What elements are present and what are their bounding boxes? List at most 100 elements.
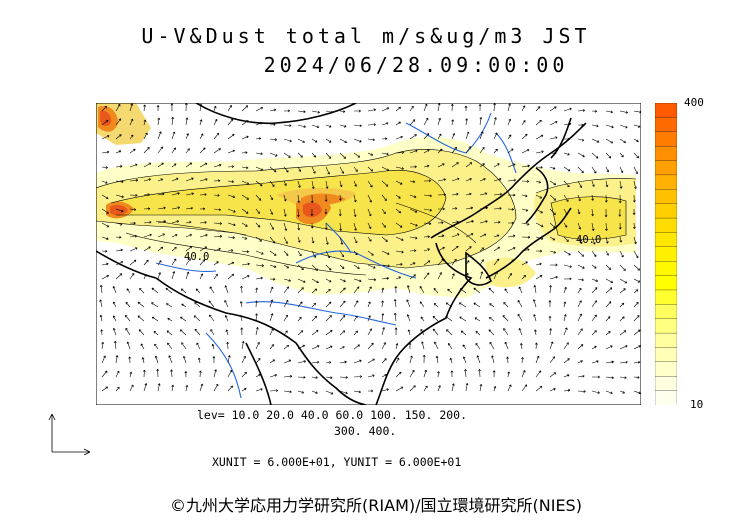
wind-arrow [227,105,232,112]
wind-arrow [157,260,162,266]
colorbar-step [655,131,677,147]
wind-arrow [423,208,432,212]
wind-arrow [381,358,387,364]
wind-arrow [395,135,403,140]
wind-arrow [465,192,472,196]
wind-arrow [112,327,117,336]
wind-arrow [591,345,597,350]
wind-arrow [325,138,332,143]
wind-arrow [492,370,496,378]
colorbar-step [655,361,677,377]
wind-arrow [129,134,134,140]
wind-arrow [255,137,262,140]
wind-arrow [549,151,557,155]
wind-arrow [367,328,372,336]
wind-arrow [409,262,416,266]
wind-arrow [549,285,552,294]
wind-arrow [591,390,600,394]
wind-arrow [395,371,402,378]
wind-arrow [381,208,386,215]
wind-arrow [438,207,445,211]
wind-arrow [518,286,523,294]
wind-arrow [465,260,470,266]
wind-arrow [633,264,640,271]
wind-arrow [591,330,597,336]
wind-arrow [115,355,119,364]
wind-arrow [479,192,488,196]
wind-arrow [325,152,332,159]
wind-arrow [577,300,582,308]
wind-arrow [433,288,439,294]
wind-arrow [591,250,597,257]
wind-arrow [255,107,264,112]
wind-arrow [199,178,208,182]
wind-arrow [213,273,218,280]
wind-arrow [255,208,260,214]
wind-arrow [535,370,542,378]
wind-arrow [409,222,418,227]
wind-arrow [180,316,187,322]
wind-arrow [619,390,625,394]
wind-vectors [99,103,641,395]
wind-arrow [255,250,264,255]
wind-arrow [227,236,235,239]
wind-arrow [633,166,638,175]
wind-arrow [489,303,495,308]
wind-arrow [125,301,131,308]
wind-arrow [535,275,543,280]
wind-arrow [577,123,584,127]
wind-arrow [491,355,495,364]
wind-arrow [185,271,190,280]
wind-arrow [507,207,515,211]
wind-arrow [283,180,287,186]
wind-arrow [325,301,332,308]
wind-arrow [353,315,358,322]
wind-arrow [437,193,446,197]
wind-arrow [508,221,514,225]
wind-arrow [395,166,404,170]
wind-arrow [101,166,108,169]
wind-arrow [549,341,554,350]
wind-arrow [394,327,398,336]
wind-arrow [633,138,639,142]
wind-arrow [339,166,344,174]
wind-arrow [311,278,319,283]
wind-arrow [241,236,248,240]
wind-arrow [209,314,215,322]
colorbar-step [655,232,677,248]
wind-arrow [450,103,454,112]
wind-arrow [577,328,583,336]
wind-arrow [143,178,152,182]
wind-arrow [227,249,234,252]
wind-arrow [521,357,524,364]
wind-arrow [115,386,120,392]
wind-arrow [241,194,249,200]
wind-arrow [604,208,608,218]
wind-arrow [101,194,109,199]
wind-arrow [115,273,123,280]
wind-arrow [577,264,585,269]
wind-arrow [353,264,360,269]
wind-arrow [166,303,173,308]
wind-arrow [591,180,595,187]
wind-arrow [297,375,306,379]
wind-arrow [338,194,342,201]
wind-arrow [563,250,571,256]
wind-arrow [171,234,178,238]
wind-arrow [157,117,161,126]
wind-arrow [115,150,122,154]
wind-arrow [255,287,258,294]
wind-arrow [353,222,357,231]
wind-arrow [535,106,541,112]
wind-arrow [339,236,344,245]
wind-arrow [493,246,500,252]
wind-arrow [395,180,403,185]
wind-arrow [493,117,497,126]
wind-arrow [394,286,398,294]
wind-arrow [465,246,472,252]
wind-arrow [549,194,557,201]
wind-arrow [339,376,348,379]
wind-arrow [577,374,585,378]
wind-arrow [605,376,614,380]
wind-arrow [381,122,389,126]
